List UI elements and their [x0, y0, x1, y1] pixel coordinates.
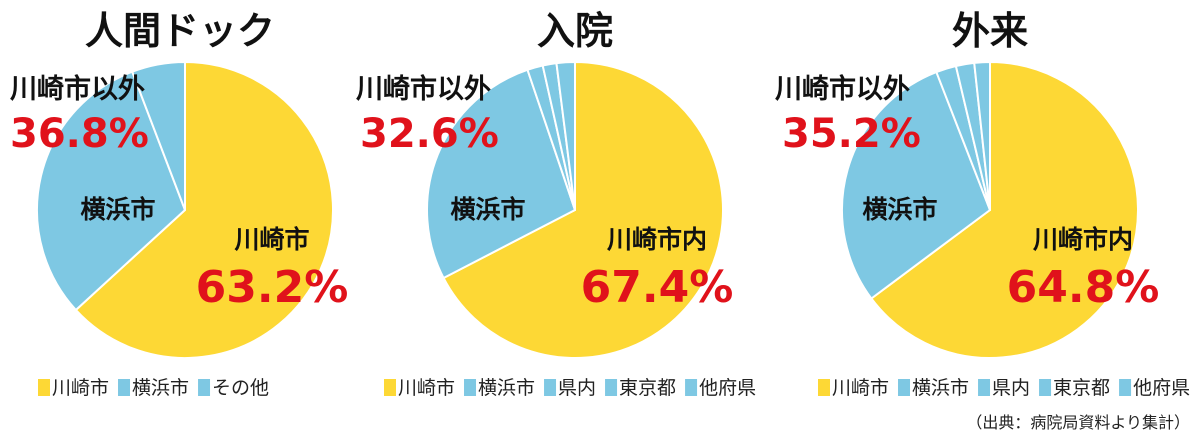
- legend-label: 川崎市: [832, 377, 889, 399]
- legend-swatch: [384, 379, 396, 396]
- legend: 川崎市 横浜市 県内 東京都 他府県: [384, 377, 756, 399]
- legend-label: 他府県: [1133, 377, 1190, 399]
- source-note: （出典：病院局資料より集計）: [966, 413, 1190, 432]
- legend-label: 東京都: [619, 377, 676, 399]
- inside-yellow-label: 川崎市: [234, 225, 309, 254]
- legend-swatch: [464, 379, 477, 396]
- pie-slice-1: [870, 61, 1139, 359]
- legend-label: 県内: [992, 377, 1030, 399]
- inside-blue-label: 横浜市: [862, 195, 937, 224]
- chart-title: 入院: [537, 9, 613, 53]
- legend-label: 県内: [558, 377, 596, 399]
- legend-label: 横浜市: [132, 377, 189, 399]
- pie-slice-2: [36, 70, 186, 311]
- pie-slice-2: [841, 71, 991, 300]
- legend-label: 他府県: [699, 377, 756, 399]
- inside-yellow-percentage: 63.2%: [196, 262, 349, 313]
- inside-blue-label: 横浜市: [450, 195, 525, 224]
- inside-yellow-percentage: 64.8%: [1007, 262, 1160, 313]
- outside-percentage: 35.2%: [782, 111, 921, 157]
- pie-slice-5: [973, 60, 991, 211]
- legend-swatch: [544, 379, 557, 396]
- pie-slice-5: [555, 61, 576, 211]
- legend-label: その他: [212, 377, 269, 399]
- outside-percentage: 36.8%: [10, 111, 149, 157]
- legend-swatch: [818, 379, 830, 396]
- pie-slice-3: [131, 61, 186, 211]
- outside-label: 川崎市以外: [775, 73, 910, 105]
- legend-swatch: [605, 379, 618, 396]
- legend-swatch: [1039, 379, 1052, 396]
- legend-label: 東京都: [1053, 377, 1110, 399]
- inside-blue-label: 横浜市: [80, 195, 155, 224]
- legend-swatch: [685, 379, 698, 396]
- legend-label: 川崎市: [52, 377, 109, 399]
- legend-swatch: [898, 379, 911, 396]
- legend-swatch: [978, 379, 991, 396]
- chart-title: 人間ドック: [85, 9, 275, 53]
- legend-label: 横浜市: [912, 377, 969, 399]
- outside-percentage: 32.6%: [360, 111, 499, 157]
- outside-label: 川崎市以外: [356, 73, 491, 105]
- legend-label: 横浜市: [478, 377, 535, 399]
- inside-yellow-label: 川崎市内: [607, 225, 707, 254]
- legend-swatch: [118, 379, 131, 396]
- legend-swatch: [1119, 379, 1132, 396]
- legend: 川崎市 横浜市 県内 東京都 他府県: [818, 377, 1190, 399]
- pie-slice-1: [74, 61, 334, 359]
- pie-slice-1: [442, 61, 725, 359]
- legend: 川崎市 横浜市 その他: [38, 377, 269, 399]
- legend-swatch: [198, 379, 211, 396]
- chart-title: 外来: [952, 9, 1028, 53]
- legend-swatch: [38, 379, 50, 396]
- pie-slice-2: [426, 68, 576, 280]
- inside-yellow-percentage: 67.4%: [581, 262, 734, 313]
- inside-yellow-label: 川崎市内: [1033, 225, 1133, 254]
- outside-label: 川崎市以外: [10, 73, 145, 105]
- legend-label: 川崎市: [398, 377, 455, 399]
